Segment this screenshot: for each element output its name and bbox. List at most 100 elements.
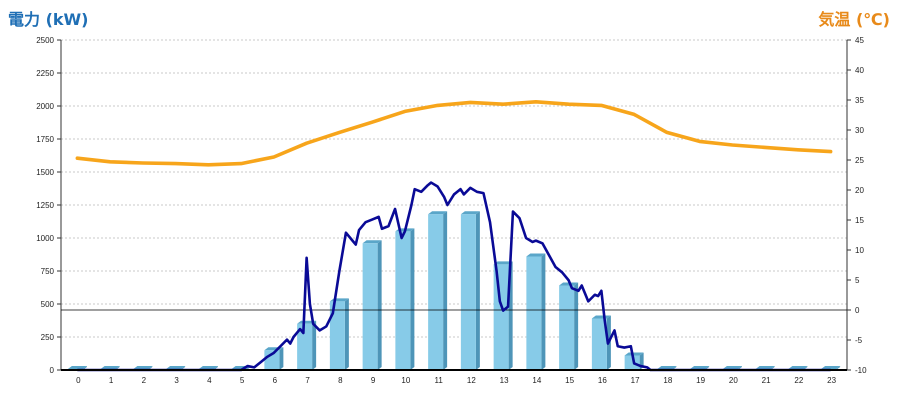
right-tick-label: 45 <box>855 36 864 45</box>
bar-side <box>410 228 415 370</box>
bar-side <box>475 211 480 370</box>
x-tick-label: 12 <box>467 376 476 385</box>
left-tick-label: 2250 <box>36 69 54 78</box>
bar-top <box>67 366 87 369</box>
left-tick-label: 1000 <box>36 234 54 243</box>
left-tick-label: 750 <box>41 267 55 276</box>
right-tick-label: -10 <box>855 366 867 375</box>
bar-face <box>624 355 640 370</box>
bar-top <box>788 366 808 369</box>
left-tick-label: 1500 <box>36 168 54 177</box>
x-tick-label: 11 <box>434 376 443 385</box>
bar-side <box>377 240 382 370</box>
x-tick-label: 5 <box>240 376 245 385</box>
bar-top <box>460 211 480 215</box>
x-tick-label: 20 <box>729 376 738 385</box>
bar-top <box>133 366 153 369</box>
bar-hour-7 <box>297 320 317 370</box>
bar-side <box>312 320 317 370</box>
x-tick-label: 1 <box>109 376 114 385</box>
bar-hour-15 <box>559 282 579 370</box>
bar-side <box>279 347 284 370</box>
bar-top <box>362 240 382 244</box>
right-tick-label: 30 <box>855 126 864 135</box>
bar-hour-12 <box>460 211 480 370</box>
left-tick-label: 500 <box>41 300 55 309</box>
bar-side <box>344 298 349 370</box>
bar-face <box>559 285 575 370</box>
bar-hour-11 <box>428 211 448 370</box>
right-tick-label: 5 <box>855 276 860 285</box>
x-tick-label: 8 <box>338 376 343 385</box>
left-tick-label: 250 <box>41 333 55 342</box>
bar-face <box>329 301 345 370</box>
bar-top <box>722 366 742 369</box>
right-tick-label: 15 <box>855 216 864 225</box>
x-tick-label: 18 <box>663 376 672 385</box>
power-line <box>77 181 831 372</box>
right-tick-label: 40 <box>855 66 864 75</box>
x-tick-label: 0 <box>76 376 81 385</box>
bar-face <box>460 214 476 370</box>
x-tick-label: 19 <box>696 376 705 385</box>
bar-hour-14 <box>526 253 546 370</box>
bar-top <box>559 282 579 286</box>
bar-top <box>755 366 775 369</box>
bar-top <box>166 366 186 369</box>
bar-top <box>591 315 611 319</box>
bar-face <box>362 243 378 370</box>
bar-top <box>100 366 120 369</box>
left-tick-label: 2500 <box>36 36 54 45</box>
left-tick-label: 2000 <box>36 102 54 111</box>
x-tick-label: 7 <box>305 376 310 385</box>
left-tick-label: 0 <box>50 366 55 375</box>
right-tick-label: 10 <box>855 246 864 255</box>
bar-face <box>428 214 444 370</box>
x-tick-label: 13 <box>500 376 509 385</box>
x-tick-label: 9 <box>371 376 376 385</box>
bar-side <box>443 211 448 370</box>
right-tick-label: 35 <box>855 96 864 105</box>
x-tick-label: 10 <box>401 376 410 385</box>
bar-face <box>297 323 313 370</box>
right-tick-label: 25 <box>855 156 864 165</box>
x-tick-label: 6 <box>273 376 278 385</box>
right-tick-label: -5 <box>855 336 863 345</box>
bar-face <box>493 264 509 370</box>
right-tick-label: 20 <box>855 186 864 195</box>
bar-top <box>690 366 710 369</box>
right-tick-label: 0 <box>855 306 860 315</box>
left-tick-label: 1750 <box>36 135 54 144</box>
bar-top <box>657 366 677 369</box>
bar-top <box>821 366 841 369</box>
right-axis-title: 気温 (℃) <box>818 10 890 29</box>
bar-top <box>428 211 448 215</box>
bar-side <box>574 282 579 370</box>
bar-face <box>526 256 542 370</box>
bar-hour-10 <box>395 228 415 370</box>
x-tick-label: 14 <box>532 376 541 385</box>
bar-face <box>395 231 411 370</box>
bar-face <box>591 318 607 370</box>
bar-top <box>526 253 546 257</box>
bar-hour-6 <box>264 347 284 370</box>
left-axis-title: 電力 (kW) <box>8 10 89 29</box>
x-tick-label: 23 <box>827 376 836 385</box>
x-tick-label: 21 <box>762 376 771 385</box>
bar-top <box>493 261 513 265</box>
bar-top <box>297 320 317 324</box>
x-tick-label: 2 <box>142 376 147 385</box>
x-tick-label: 16 <box>598 376 607 385</box>
bar-top <box>198 366 218 369</box>
x-tick-label: 4 <box>207 376 212 385</box>
left-tick-label: 1250 <box>36 201 54 210</box>
x-tick-label: 22 <box>794 376 803 385</box>
bar-top <box>624 352 644 356</box>
x-tick-label: 17 <box>631 376 640 385</box>
bar-hour-9 <box>362 240 382 370</box>
bar-side <box>541 253 546 370</box>
x-tick-label: 15 <box>565 376 574 385</box>
temperature-line <box>75 100 833 167</box>
x-tick-label: 3 <box>174 376 179 385</box>
